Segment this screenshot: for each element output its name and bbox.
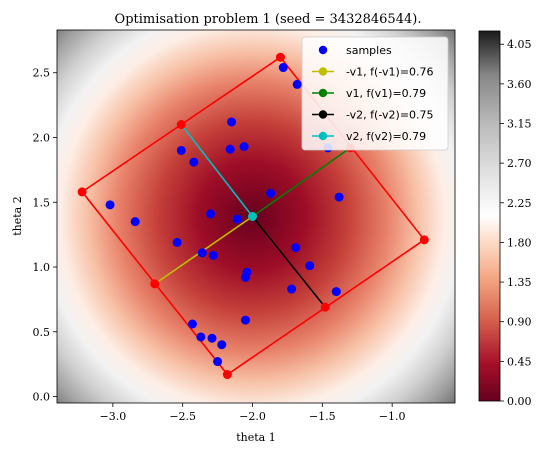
y-tick-label: 0.0 — [33, 391, 51, 404]
colorbar-gradient — [479, 31, 500, 401]
y-axis-label: theta 2 — [11, 196, 24, 236]
colorbar-tick-label: 3.60 — [507, 78, 532, 91]
sample-point — [213, 357, 223, 367]
sample-point — [232, 214, 242, 224]
sample-point — [176, 145, 186, 155]
colorbar-frame — [478, 30, 501, 402]
x-tick-label: −2.0 — [239, 410, 266, 423]
x-axis: −3.0 −2.5 −2.0 −1.5 −1.0 — [100, 403, 406, 423]
legend-marker — [318, 67, 328, 76]
colorbar-tick-label: 0.00 — [507, 395, 532, 408]
y-tick-label: 2.5 — [33, 67, 51, 80]
legend-label: -v1, f(-v1)=0.76 — [346, 66, 434, 79]
legend-label: v2, f(v2)=0.79 — [346, 130, 426, 143]
sample-point — [187, 319, 197, 329]
sample-point — [207, 333, 217, 343]
sample-point — [292, 79, 302, 89]
colorbar-tick-label: 0.90 — [507, 316, 532, 329]
y-tick-label: 0.5 — [33, 326, 51, 339]
sample-point — [197, 248, 207, 258]
sample-point — [278, 63, 288, 73]
y-tick-label: 1.5 — [33, 196, 51, 209]
chart-title: Optimisation problem 1 (seed = 343284654… — [115, 12, 422, 27]
colorbar-tick-label: 2.25 — [507, 197, 532, 210]
sample-point — [227, 117, 237, 127]
sample-point — [331, 287, 341, 297]
sample-point — [208, 250, 218, 260]
legend-marker — [318, 131, 328, 141]
sample-point — [217, 340, 227, 350]
x-tick-label: −2.5 — [169, 410, 196, 423]
rectangle-point — [419, 235, 429, 245]
sample-point — [239, 142, 249, 152]
x-tick-label: −1.5 — [309, 410, 336, 423]
rectangle-point — [77, 187, 87, 197]
sample-point — [206, 209, 216, 219]
rectangle-point — [176, 120, 186, 130]
legend-label: -v2, f(-v2)=0.75 — [346, 109, 434, 122]
rectangle-point — [320, 302, 330, 312]
legend-marker — [318, 45, 328, 55]
legend: samples -v1, f(-v1)=0.76 v1, f(v1)=0.79 -v2… — [301, 36, 449, 151]
vector-line — [180, 124, 254, 217]
sample-point — [241, 272, 251, 282]
y-tick-label: 2.0 — [33, 131, 51, 144]
colorbar: 0.00 0.45 0.90 1.35 1.80 2.25 2.70 3.15 3.60 4.05 — [478, 30, 532, 408]
sample-point — [172, 237, 182, 247]
sample-point — [105, 200, 115, 210]
colorbar-tick-label: 3.15 — [507, 118, 532, 131]
plot-frame — [56, 29, 456, 404]
legend-label: v1, f(v1)=0.79 — [346, 87, 426, 100]
x-tick-label: −1.0 — [379, 410, 406, 423]
sample-point — [130, 217, 140, 227]
center-point — [248, 212, 258, 221]
colorbar-tick-label: 1.35 — [507, 276, 532, 289]
sample-point — [334, 192, 344, 202]
legend-marker — [318, 88, 328, 98]
sample-point — [189, 157, 199, 167]
rectangle-point — [275, 52, 285, 62]
sample-point — [266, 188, 276, 198]
x-axis-label: theta 1 — [236, 431, 276, 444]
sample-point — [241, 315, 251, 325]
sample-point — [291, 243, 301, 253]
colorbar-tick-label: 2.70 — [507, 157, 532, 170]
sample-point — [196, 332, 206, 342]
sample-point — [305, 261, 315, 271]
y-axis: 0.0 0.5 1.0 1.5 2.0 2.5 — [33, 67, 57, 404]
y-tick-label: 1.0 — [33, 261, 51, 274]
sample-point — [287, 284, 297, 294]
legend-marker — [318, 110, 328, 119]
colorbar-tick-label: 4.05 — [507, 38, 532, 51]
sample-point — [225, 144, 235, 154]
legend-box — [301, 36, 449, 151]
legend-label: samples — [346, 44, 392, 57]
colorbar-tick-label: 1.80 — [507, 236, 532, 249]
vector-line — [251, 215, 326, 308]
rectangle-point — [222, 370, 232, 380]
vector-line — [252, 147, 351, 218]
x-tick-label: −3.0 — [100, 410, 127, 423]
colorbar-tick-label: 0.45 — [507, 355, 532, 368]
rectangle-point — [150, 279, 160, 289]
